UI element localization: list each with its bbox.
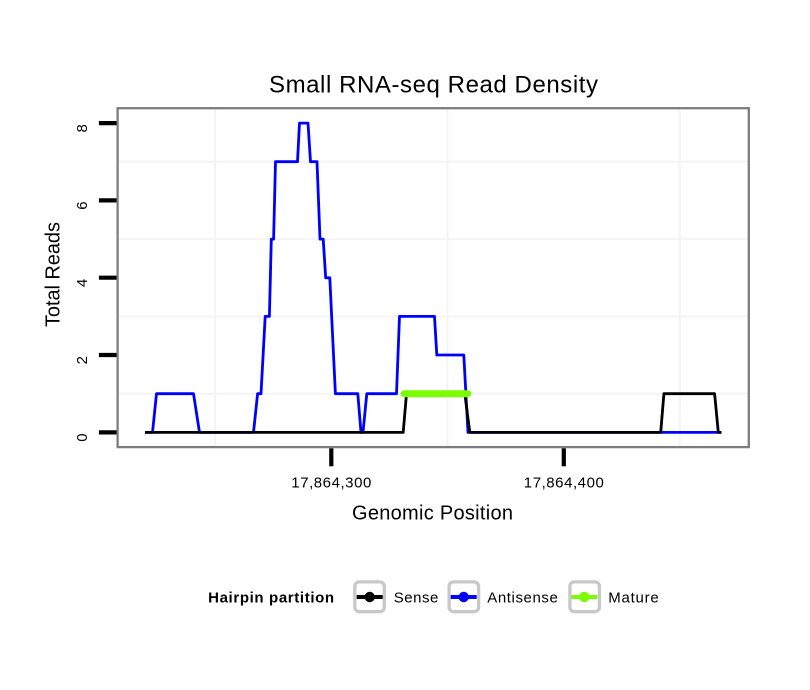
svg-text:Small RNA-seq Read Density: Small RNA-seq Read Density [269, 71, 598, 98]
svg-text:Genomic Position: Genomic Position [352, 502, 513, 524]
svg-text:2: 2 [74, 356, 91, 364]
svg-text:Hairpin partition: Hairpin partition [208, 589, 334, 606]
svg-text:6: 6 [74, 201, 91, 209]
svg-text:0: 0 [74, 433, 91, 441]
svg-text:4: 4 [74, 279, 91, 287]
svg-text:8: 8 [74, 124, 91, 132]
svg-text:Mature: Mature [608, 590, 659, 607]
svg-text:Sense: Sense [394, 590, 439, 607]
svg-text:Antisense: Antisense [487, 590, 558, 607]
svg-text:Total Reads: Total Reads [43, 222, 65, 327]
svg-text:17,864,400: 17,864,400 [524, 475, 604, 492]
svg-text:17,864,300: 17,864,300 [291, 475, 371, 492]
